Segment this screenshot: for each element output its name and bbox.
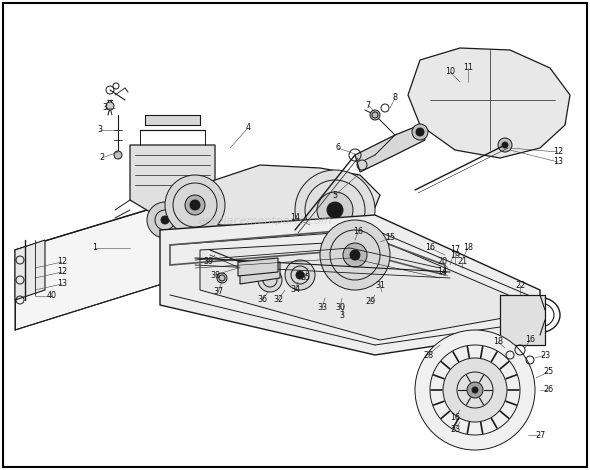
- Circle shape: [498, 138, 512, 152]
- Text: ereplacementparts.com: ereplacementparts.com: [199, 216, 332, 226]
- Text: 30: 30: [335, 304, 345, 313]
- Text: 16: 16: [450, 414, 460, 423]
- Text: 33: 33: [317, 304, 327, 313]
- Polygon shape: [500, 295, 545, 345]
- Text: 3: 3: [339, 311, 345, 320]
- Circle shape: [185, 195, 205, 215]
- Polygon shape: [240, 262, 280, 284]
- Text: 23: 23: [450, 425, 460, 434]
- Text: 16: 16: [425, 243, 435, 252]
- Text: 26: 26: [543, 385, 553, 394]
- Text: 18: 18: [493, 337, 503, 346]
- Text: 20: 20: [437, 258, 447, 266]
- Text: 28: 28: [423, 351, 433, 360]
- Circle shape: [327, 202, 343, 218]
- Circle shape: [415, 330, 535, 450]
- Text: 3: 3: [97, 125, 103, 134]
- Text: 10: 10: [445, 68, 455, 77]
- Text: 4: 4: [245, 124, 251, 133]
- Text: 34: 34: [290, 285, 300, 295]
- Text: 13: 13: [553, 157, 563, 166]
- Text: 17: 17: [450, 245, 460, 254]
- Text: 5: 5: [332, 190, 337, 199]
- Text: 15: 15: [385, 234, 395, 243]
- Circle shape: [317, 192, 353, 228]
- Text: 18: 18: [463, 243, 473, 252]
- Polygon shape: [15, 200, 280, 330]
- Text: 16: 16: [525, 336, 535, 345]
- Circle shape: [147, 202, 183, 238]
- Text: 25: 25: [543, 368, 553, 376]
- Polygon shape: [200, 240, 520, 340]
- Text: 19: 19: [450, 251, 460, 259]
- Polygon shape: [408, 48, 570, 158]
- Polygon shape: [195, 165, 380, 230]
- Circle shape: [416, 128, 424, 136]
- Polygon shape: [145, 115, 200, 125]
- Circle shape: [320, 220, 390, 290]
- Text: 6: 6: [336, 143, 340, 152]
- Text: 39: 39: [203, 258, 213, 266]
- Circle shape: [258, 268, 282, 292]
- Text: 35: 35: [300, 274, 310, 282]
- Circle shape: [161, 216, 169, 224]
- Text: 7: 7: [365, 101, 371, 110]
- Circle shape: [114, 151, 122, 159]
- Circle shape: [296, 271, 304, 279]
- Circle shape: [343, 243, 367, 267]
- Polygon shape: [15, 240, 45, 300]
- Text: 29: 29: [365, 298, 375, 306]
- Text: 37: 37: [213, 288, 223, 297]
- Polygon shape: [130, 145, 215, 215]
- Polygon shape: [160, 215, 540, 355]
- Text: 12: 12: [57, 258, 67, 266]
- Circle shape: [217, 273, 227, 283]
- Polygon shape: [355, 125, 425, 172]
- Circle shape: [443, 358, 507, 422]
- Text: 40: 40: [47, 291, 57, 300]
- Text: 14: 14: [290, 213, 300, 222]
- Circle shape: [295, 170, 375, 250]
- Text: 3: 3: [103, 103, 107, 112]
- Text: 21: 21: [457, 258, 467, 266]
- Circle shape: [190, 200, 200, 210]
- Text: 32: 32: [273, 296, 283, 305]
- Circle shape: [285, 260, 315, 290]
- Text: 27: 27: [535, 431, 545, 439]
- Circle shape: [467, 382, 483, 398]
- Circle shape: [106, 102, 114, 110]
- Text: 14: 14: [437, 267, 447, 276]
- Text: 22: 22: [515, 281, 525, 290]
- Text: 11: 11: [463, 63, 473, 72]
- Circle shape: [472, 387, 478, 393]
- Circle shape: [412, 124, 428, 140]
- Text: 23: 23: [540, 351, 550, 360]
- Text: 12: 12: [57, 267, 67, 276]
- Circle shape: [350, 250, 360, 260]
- Text: 38: 38: [210, 271, 220, 280]
- Text: 2: 2: [100, 154, 104, 163]
- Circle shape: [502, 142, 508, 148]
- Polygon shape: [238, 258, 278, 276]
- Text: 13: 13: [57, 280, 67, 289]
- Circle shape: [165, 175, 225, 235]
- Text: 36: 36: [257, 296, 267, 305]
- Text: 8: 8: [392, 94, 398, 102]
- Text: 31: 31: [375, 281, 385, 290]
- Text: 12: 12: [553, 148, 563, 157]
- Text: 1: 1: [93, 243, 97, 252]
- Circle shape: [370, 110, 380, 120]
- Text: 16: 16: [353, 227, 363, 236]
